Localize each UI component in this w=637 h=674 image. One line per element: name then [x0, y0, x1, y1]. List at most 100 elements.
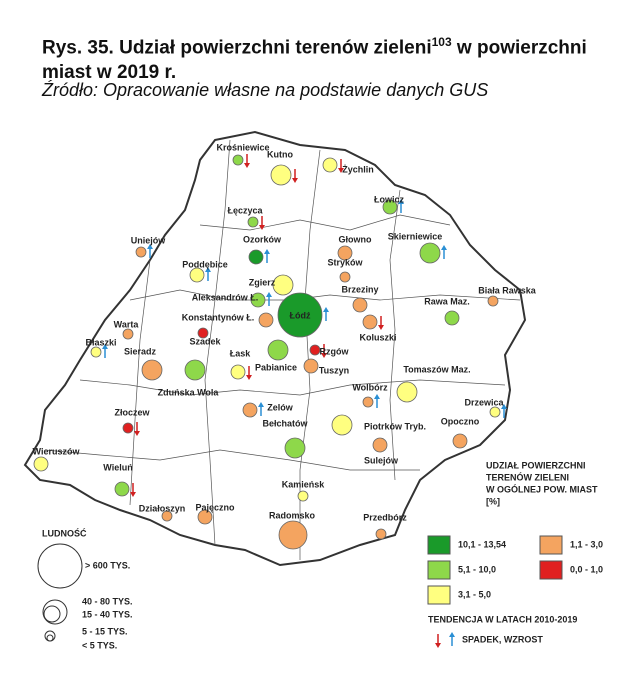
city-label: Tuszyn [319, 365, 349, 375]
city-label: Zgierz [249, 277, 276, 287]
legend-label: 5,1 - 10,0 [458, 564, 496, 574]
city-label: Tomaszów Maz. [403, 364, 470, 374]
arrow-head [266, 292, 272, 297]
city-label: Działoszyn [139, 503, 186, 513]
city-marker [331, 414, 353, 436]
city-marker [114, 481, 130, 497]
city-label: Łowicz [374, 194, 405, 204]
city-label: Uniejów [131, 235, 167, 245]
legend-swatch [427, 560, 451, 580]
city-marker [184, 359, 206, 381]
city-marker [322, 157, 338, 173]
arrow-head [147, 244, 153, 249]
city-marker [258, 312, 274, 328]
legend-circle [37, 543, 83, 589]
arrow-head [449, 632, 455, 637]
city-label: Biała Rawska [478, 285, 537, 295]
county-borders [44, 139, 521, 560]
city-marker [303, 358, 319, 374]
city-label: Skierniewice [388, 231, 443, 241]
city-label: Sieradz [124, 346, 157, 356]
arrow-head [398, 199, 404, 204]
title-main: Rys. 35. Udział powierzchni terenów ziel… [42, 37, 432, 59]
city-label: Zelów [267, 402, 294, 412]
arrow-head [292, 178, 298, 183]
arrow-head [264, 249, 270, 254]
legend-label: 0,0 - 1,0 [570, 564, 603, 574]
title-rest: w powierzchni miast w 2019 r. [42, 37, 587, 84]
legend-label: 3,1 - 5,0 [458, 589, 491, 599]
city-label: Rawa Maz. [424, 296, 470, 306]
city-marker [135, 246, 147, 258]
city-label: Żychlin [342, 164, 374, 174]
city-marker [362, 396, 374, 408]
legend-circle [46, 634, 54, 642]
legend-swatch [427, 535, 451, 555]
arrow-head [378, 325, 384, 330]
city-label: Krośniewice [216, 142, 269, 152]
city-marker [375, 528, 387, 540]
city-label: Aleksandrów Ł. [192, 292, 259, 302]
legend-title: LUDNOŚĆ [42, 527, 87, 538]
city-marker [419, 242, 441, 264]
city-marker [444, 310, 460, 326]
city-marker [452, 433, 468, 449]
legend-label: 40 - 80 TYS. [82, 596, 133, 606]
city-marker [278, 520, 308, 550]
legend-label: 5 - 15 TYS. [82, 626, 128, 636]
arrow-head [338, 168, 344, 173]
city-label: Ozorków [243, 234, 282, 244]
city-marker [277, 292, 323, 338]
city-marker [339, 271, 351, 283]
source: Źródło: Opracowanie własne na podstawie … [42, 80, 489, 100]
city-label: Pajęczno [195, 502, 235, 512]
city-label: Brzeziny [341, 284, 378, 294]
city-label: Kutno [267, 149, 293, 159]
city-marker [122, 422, 134, 434]
city-label: Radomsko [269, 510, 316, 520]
city-label: Koluszki [359, 332, 396, 342]
footnote: 103 [431, 35, 452, 49]
arrow-head [134, 431, 140, 436]
legend-title: [%] [486, 496, 500, 506]
city-label: Piotrków Tryb. [364, 421, 426, 431]
city-marker [122, 328, 134, 340]
city-marker [372, 437, 388, 453]
city-marker [270, 164, 292, 186]
city-label: Zduńska Wola [158, 387, 220, 397]
arrow-head [321, 353, 327, 358]
city-marker [352, 297, 368, 313]
city-label: Konstantynów Ł. [182, 312, 255, 322]
arrow-head [205, 267, 211, 272]
city-label: Poddębice [182, 259, 228, 269]
arrow-head [501, 404, 507, 409]
legend-title: UDZIAŁ POWIERZCHNI [486, 460, 586, 470]
city-marker [297, 490, 309, 502]
legend-label: SPADEK, WZROST [462, 634, 543, 644]
city-label: Wieluń [103, 462, 132, 472]
city-label: Przedbórz [363, 512, 407, 522]
arrow-head [259, 225, 265, 230]
city-marker [197, 327, 209, 339]
city-label: Drzewica [464, 397, 504, 407]
city-marker [272, 274, 294, 296]
city-marker [337, 245, 353, 261]
city-label: Złoczew [114, 407, 150, 417]
city-marker [197, 509, 213, 525]
legend-title: TERENÓW ZIELENI [486, 471, 569, 482]
title: Rys. 35. Udział powierzchni terenów ziel… [42, 30, 622, 85]
city-label: Stryków [327, 257, 363, 267]
city-marker [248, 249, 264, 265]
city-label: Błaszki [85, 337, 116, 347]
legend-label: > 600 TYS. [85, 560, 130, 570]
city-marker [267, 339, 289, 361]
legend-swatch [539, 535, 563, 555]
city-label: Wieruszów [33, 446, 81, 456]
city-label: Wolbórz [352, 382, 388, 392]
city-marker [284, 437, 306, 459]
city-marker [90, 346, 102, 358]
legend-title: TENDENCJA W LATACH 2010-2019 [428, 614, 577, 624]
city-label: Głowno [339, 234, 372, 244]
legend-title: W OGÓLNEJ POW. MIAST [486, 483, 598, 494]
city-marker [247, 216, 259, 228]
